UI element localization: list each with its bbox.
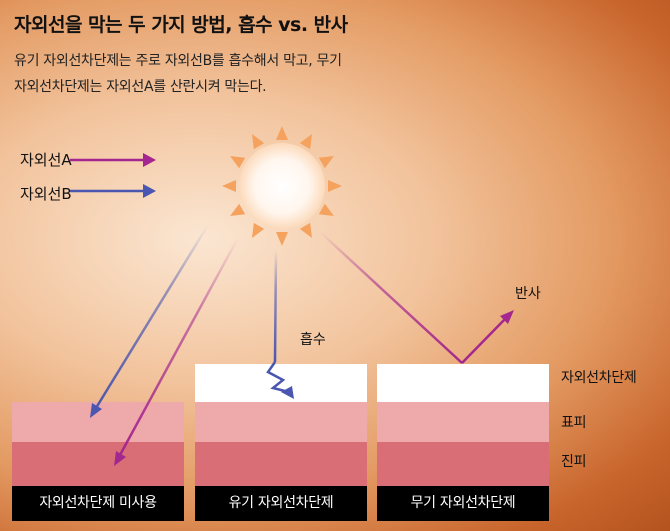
- column-organic-sunscreen: 유기 자외선차단제: [195, 364, 367, 521]
- subtitle: 유기 자외선차단제는 주로 자외선B를 흡수해서 막고, 무기 자외선차단제는 …: [14, 48, 614, 100]
- epidermis-layer: [195, 402, 367, 442]
- reflect-label: 반사: [515, 286, 541, 302]
- dermis-layer: [377, 442, 549, 486]
- sun-core: [239, 143, 325, 229]
- uvb-ray-absorbed: [266, 249, 294, 399]
- uva-ray-no-sunscreen: [114, 237, 240, 466]
- column-inorganic-sunscreen: 무기 자외선차단제: [377, 364, 549, 521]
- legend-uva-label: 자외선A: [20, 151, 72, 169]
- legend-uvb-arrow: [70, 184, 156, 198]
- column-caption: 자외선차단제 미사용: [12, 486, 184, 521]
- subtitle-line-2: 자외선차단제는 자외선A를 산란시켜 막는다.: [14, 79, 267, 95]
- uvb-ray-no-sunscreen: [90, 224, 210, 418]
- layer-label-dermis: 진피: [561, 454, 587, 470]
- dermis-layer: [195, 442, 367, 486]
- layer-label-epidermis: 표피: [561, 415, 587, 431]
- page-title: 자외선을 막는 두 가지 방법, 흡수 vs. 반사: [14, 14, 348, 36]
- sunscreen-layer: [377, 364, 549, 402]
- dermis-layer: [12, 442, 184, 486]
- absorb-label: 흡수: [300, 332, 326, 348]
- subtitle-line-1: 유기 자외선차단제는 주로 자외선B를 흡수해서 막고, 무기: [14, 53, 342, 69]
- uva-ray-reflected: [319, 231, 514, 364]
- legend-uvb-label: 자외선B: [20, 185, 72, 203]
- sun-icon: [222, 126, 342, 246]
- legend-uva-arrow: [70, 153, 156, 167]
- layer-label-sunscreen: 자외선차단제: [561, 370, 637, 386]
- column-caption: 유기 자외선차단제: [195, 486, 367, 521]
- column-caption: 무기 자외선차단제: [377, 486, 549, 521]
- sun-rays-icon: [222, 126, 342, 246]
- epidermis-layer: [377, 402, 549, 442]
